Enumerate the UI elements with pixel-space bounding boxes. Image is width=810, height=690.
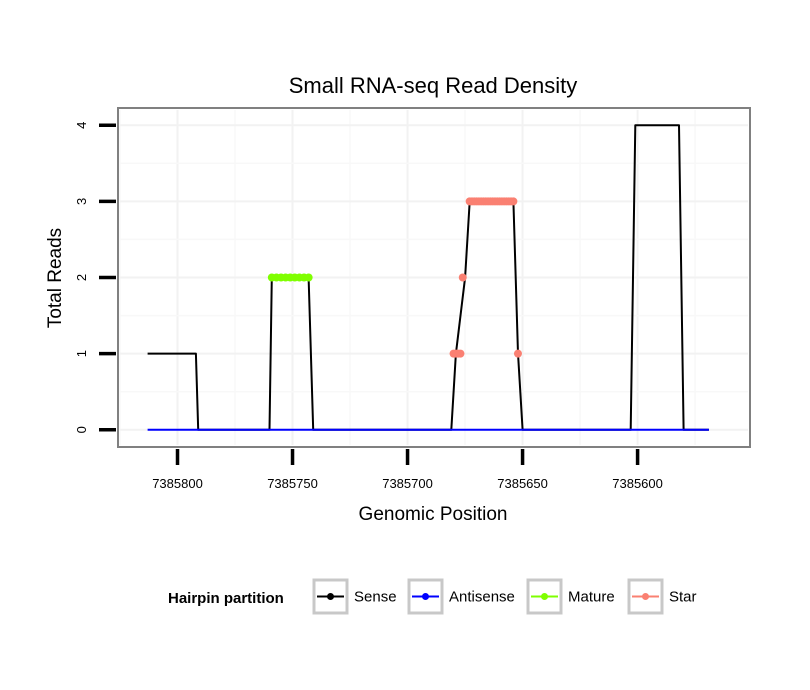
legend-key-point	[327, 593, 334, 600]
plot-panel-border	[117, 107, 751, 448]
legend-label-antisense: Antisense	[449, 589, 515, 606]
grid	[119, 110, 748, 445]
x-tick-label: 7385600	[612, 476, 663, 491]
y-tick-label: 4	[74, 122, 89, 129]
legend-key-point	[541, 593, 548, 600]
legend-key-point	[422, 593, 429, 600]
legend-label-mature: Mature	[568, 589, 615, 606]
legend: Hairpin partition Sense Antisense Mature St…	[168, 578, 697, 615]
data-point-star	[458, 273, 467, 282]
data-point-star	[513, 349, 522, 358]
y-tick-label: 0	[74, 426, 89, 433]
data-point-mature	[304, 273, 313, 282]
legend-title: Hairpin partition	[168, 590, 284, 607]
x-axis: 7385800 7385750 7385700 7385650 7385600	[152, 449, 663, 491]
x-tick-label: 7385650	[497, 476, 548, 491]
legend-label-sense: Sense	[354, 589, 397, 606]
data-point-star	[456, 349, 465, 358]
legend-label-star: Star	[669, 589, 697, 606]
x-tick-label: 7385800	[152, 476, 203, 491]
x-tick-label: 7385700	[382, 476, 433, 491]
y-axis: 0 1 2 3 4	[74, 122, 116, 433]
legend-key-point	[642, 593, 649, 600]
series-layer	[147, 124, 709, 431]
y-axis-title: Total Reads	[45, 228, 66, 328]
y-tick-label: 2	[74, 274, 89, 281]
chart-title: Small RNA-seq Read Density	[289, 73, 578, 98]
x-tick-label: 7385750	[267, 476, 318, 491]
x-axis-title: Genomic Position	[359, 504, 508, 525]
y-tick-label: 3	[74, 198, 89, 205]
y-tick-label: 1	[74, 350, 89, 357]
data-point-star	[509, 197, 518, 206]
